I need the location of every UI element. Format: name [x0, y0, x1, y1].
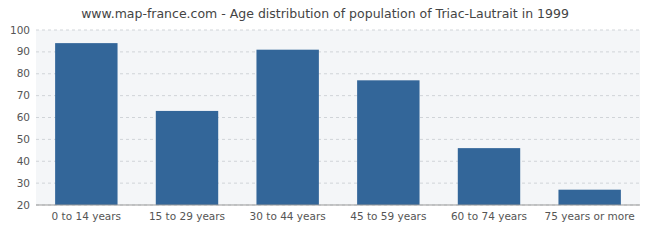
- bar: [458, 148, 520, 205]
- grid-line: [36, 51, 640, 52]
- chart-container: 20 30 40 50 60 70 80 90 100 0 to 14 years 15 to 29…: [0, 0, 650, 229]
- y-tick-label: 80: [17, 67, 30, 79]
- bar: [156, 111, 218, 205]
- grid-line: [36, 205, 640, 206]
- grid-line: [36, 73, 640, 74]
- bars: [55, 43, 621, 205]
- y-tick-label: 70: [17, 89, 30, 101]
- y-tick-label: 60: [17, 111, 30, 123]
- x-tick-label: 15 to 29 years: [149, 210, 225, 222]
- x-tick-label: 45 to 59 years: [350, 210, 426, 222]
- bar: [357, 80, 419, 205]
- x-tick-labels: 0 to 14 years 15 to 29 years 30 to 44 year…: [52, 210, 635, 222]
- y-tick-label: 100: [10, 24, 30, 36]
- title: www.map-france.com - Age distribution of…: [81, 6, 569, 21]
- x-tick-label: 75 years or more: [545, 210, 635, 222]
- y-tick-label: 50: [17, 133, 30, 145]
- grid-line: [36, 117, 640, 118]
- bar: [55, 43, 117, 205]
- x-tick-label: 0 to 14 years: [52, 210, 122, 222]
- y-tick-labels: 20 30 40 50 60 70 80 90 100: [10, 24, 30, 211]
- grid-line: [36, 95, 640, 96]
- chart: 20 30 40 50 60 70 80 90 100 0 to 14 years 15 to 29…: [0, 0, 650, 229]
- y-tick-label: 40: [17, 155, 30, 167]
- grid-line: [36, 139, 640, 140]
- grid-line: [36, 30, 640, 31]
- y-tick-label: 30: [17, 177, 30, 189]
- x-axis-line: [36, 205, 640, 206]
- x-tick-label: 60 to 74 years: [451, 210, 527, 222]
- grid-line: [36, 161, 640, 162]
- y-tick-label: 20: [17, 199, 30, 211]
- bar: [558, 190, 620, 205]
- grid-line: [36, 183, 640, 184]
- y-grid: [36, 30, 640, 205]
- x-tick-label: 30 to 44 years: [250, 210, 326, 222]
- bar: [256, 50, 318, 205]
- plot-background: [36, 30, 640, 205]
- y-tick-label: 90: [17, 45, 30, 57]
